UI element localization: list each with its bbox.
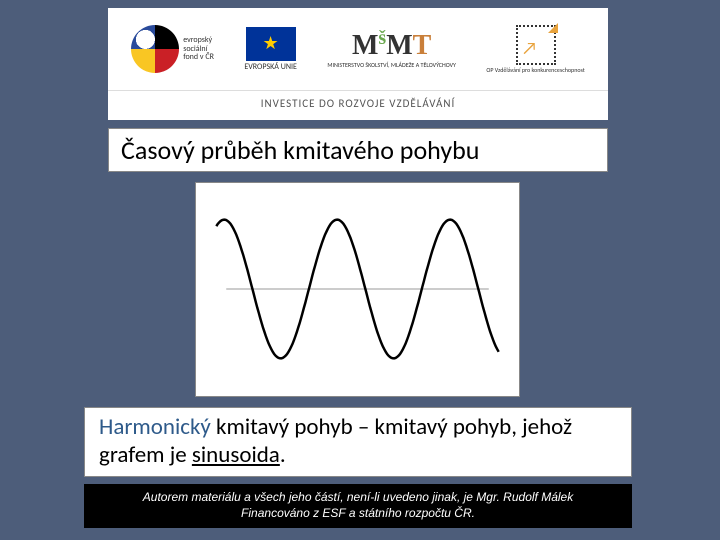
eu-flag-icon: ★: [246, 27, 296, 61]
footer: Autorem materiálu a všech jeho částí, ne…: [84, 484, 632, 528]
esf-logo-block: evropský sociální fond v ČR: [131, 25, 214, 73]
footer-line-2: Financováno z ESF a státního rozpočtu ČR…: [241, 506, 475, 522]
sine-wave-svg: [196, 183, 519, 396]
eu-funding-banner: evropský sociální fond v ČR ★ EVROPSKÁ U…: [108, 8, 608, 120]
footer-line-1: Autorem materiálu a všech jeho částí, ne…: [143, 490, 573, 506]
harmonic-word: Harmonický: [99, 413, 211, 441]
banner-logos-row: evropský sociální fond v ČR ★ EVROPSKÁ U…: [108, 8, 608, 90]
esf-text: evropský sociální fond v ČR: [183, 36, 214, 62]
desc-part2: .: [280, 441, 286, 469]
esf-line: fond v ČR: [183, 53, 214, 62]
opvk-box-icon: ↗: [516, 25, 556, 65]
msmt-logo-block: MšMT MINISTERSTVO ŠKOLSTVÍ, MLÁDEŽE A TĚ…: [327, 30, 456, 69]
eu-flag-block: ★ EVROPSKÁ UNIE: [244, 27, 297, 72]
sinusoida-word: sinusoida: [192, 441, 280, 469]
sine-wave-chart: [195, 182, 520, 397]
opvk-label: OP Vzdělávání pro konkurenceschopnost: [486, 67, 584, 74]
msmt-mark-icon: MšMT: [352, 30, 431, 62]
description-text: Harmonický kmitavý pohyb – kmitavý pohyb…: [84, 407, 632, 477]
eu-label: EVROPSKÁ UNIE: [244, 63, 297, 72]
slide-title: Časový průběh kmitavého pohybu: [108, 128, 608, 172]
esf-swirl-icon: [131, 25, 179, 73]
msmt-label: MINISTERSTVO ŠKOLSTVÍ, MLÁDEŽE A TĚLOVÝC…: [327, 62, 456, 69]
opvk-logo-block: ↗ OP Vzdělávání pro konkurenceschopnost: [486, 25, 584, 74]
banner-caption: INVESTICE DO ROZVOJE VZDĚLÁVÁNÍ: [108, 90, 608, 116]
